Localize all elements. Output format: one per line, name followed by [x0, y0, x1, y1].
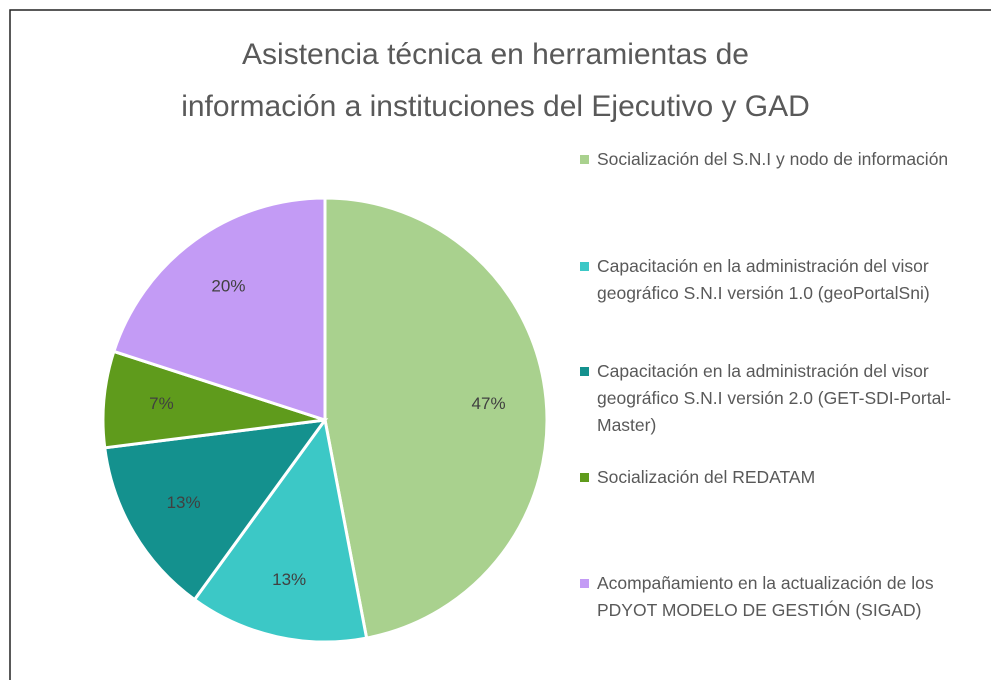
legend-label: Acompañamiento en la actualización de lo…: [597, 573, 934, 620]
pie-slice: [192, 416, 369, 644]
legend-label: Socialización del REDATAM: [597, 467, 816, 487]
legend-label: Socialización del S.N.I y nodo de inform…: [597, 149, 949, 169]
chart-title: Asistencia técnica en herramientas de: [242, 38, 749, 71]
slice-label: 13%: [167, 493, 201, 512]
legend-swatch: [580, 579, 589, 588]
legend-label: Capacitación en la administración del vi…: [597, 361, 952, 435]
chart-border: [9, 9, 991, 680]
slice-label: 7%: [149, 394, 174, 413]
slice-label: 47%: [472, 394, 506, 413]
pie-slice: [111, 196, 327, 423]
legend-swatch: [580, 473, 589, 482]
slice-label: 13%: [272, 570, 306, 589]
legend-label: Capacitación en la administración del vi…: [597, 256, 930, 303]
pie-slice: [103, 418, 329, 602]
slice-label: 20%: [211, 277, 245, 296]
chart-title: información a instituciones del Ejecutiv…: [181, 90, 810, 123]
legend-swatch: [580, 262, 589, 271]
legend-swatch: [580, 367, 589, 376]
pie-slice: [323, 196, 549, 640]
legend-swatch: [580, 155, 589, 164]
